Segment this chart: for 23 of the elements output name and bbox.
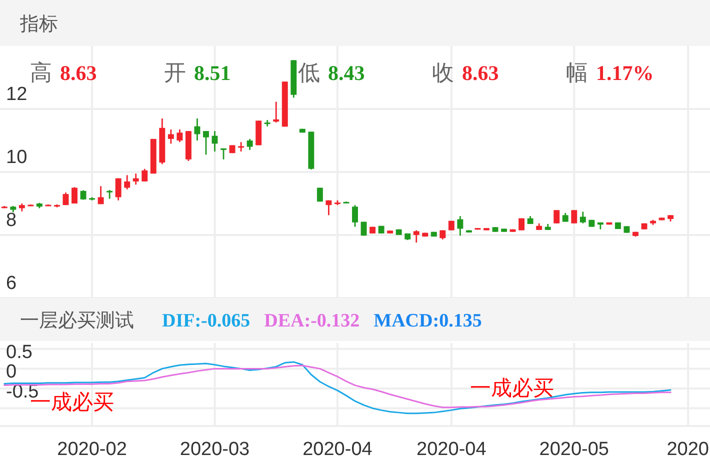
y-tick-label: 12 — [6, 84, 28, 105]
text: MACD:0.135 — [374, 310, 482, 332]
series-label: DEA:-0.132 — [264, 310, 360, 332]
y-tick-label: 0.5 — [6, 342, 32, 363]
annotation: 高 8.63 — [30, 60, 97, 85]
x-tick-label: 2020 — [666, 439, 709, 460]
annotation: 开 8.51 — [164, 60, 231, 85]
x-tick-label: 2020-05 — [539, 439, 610, 460]
annotation: 收 8.63 — [432, 60, 499, 85]
x-tick-label: 2020-04 — [302, 439, 373, 460]
x-tick-label: 2020-04 — [416, 439, 487, 460]
y-tick-label: 10 — [6, 147, 28, 168]
y-tick-label: 0 — [6, 362, 17, 383]
y-tick-label: 8 — [6, 210, 17, 231]
x-tick-label: 2020-03 — [180, 439, 250, 460]
annotation: 幅 1.17% — [566, 60, 654, 85]
annotation: 低 8.43 — [298, 60, 365, 85]
annotation: 一成必买 — [470, 377, 554, 400]
chart-title: 一层必买测试 — [20, 310, 134, 332]
x-tick-label: 2020-02 — [57, 439, 127, 460]
y-tick-label: 6 — [6, 273, 17, 294]
chart-title: 指标 — [19, 14, 58, 35]
series-label: DIF:-0.065 — [162, 310, 250, 332]
